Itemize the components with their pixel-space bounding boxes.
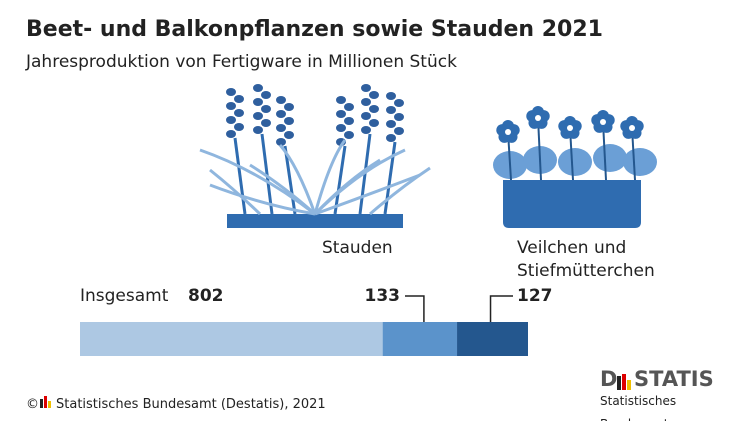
grass-leaf	[361, 112, 371, 120]
total-value: 802	[188, 286, 224, 306]
flowerbox-icon	[493, 106, 657, 228]
source: Statistisches Bundesamt (Destatis), 2021	[56, 397, 326, 412]
grass-leaf	[226, 102, 236, 110]
leader-line	[405, 295, 425, 322]
leaf	[314, 173, 421, 216]
grass-leaf	[253, 98, 263, 106]
stem	[333, 145, 347, 215]
flag-icon	[40, 396, 51, 408]
grass-leaf	[226, 116, 236, 124]
flower-center	[629, 125, 635, 131]
grass-leaf	[361, 84, 371, 92]
leaf	[249, 163, 316, 216]
grass-leaf	[253, 126, 263, 134]
grass-leaf	[276, 110, 286, 118]
leaf	[199, 148, 316, 216]
leaf	[593, 144, 627, 172]
grass-leaf	[336, 96, 346, 104]
total-label: Insgesamt	[80, 286, 169, 306]
grass-leaf	[344, 103, 354, 111]
chart-subtitle: Jahresproduktion von Fertigware in Milli…	[26, 52, 457, 72]
grass-leaf	[369, 91, 379, 99]
grass-leaf	[386, 92, 396, 100]
grass-leaf	[386, 134, 396, 142]
leaf	[558, 148, 592, 176]
leader-line	[489, 295, 513, 322]
logo-bars	[617, 374, 631, 390]
grass-leaf	[234, 95, 244, 103]
logo-text: STATIS	[634, 367, 714, 391]
chart-title: Beet- und Balkonpflanzen sowie Stauden 2…	[26, 17, 603, 42]
grass-leaf	[394, 113, 404, 121]
grass-leaf	[276, 124, 286, 132]
leaf	[313, 148, 406, 216]
stem	[383, 141, 397, 215]
value-label: 133	[364, 286, 401, 306]
grass-leaf	[386, 106, 396, 114]
stem	[537, 117, 542, 181]
flower-center	[505, 129, 511, 135]
flower-center	[567, 125, 573, 131]
bar-segment	[457, 322, 528, 356]
grass-leaf	[369, 105, 379, 113]
grass-leaf	[261, 119, 271, 127]
grass-leaf	[284, 131, 294, 139]
leaf	[313, 139, 347, 215]
grass-leaf	[361, 98, 371, 106]
logo-subtitle: Statistisches Bundesamt	[600, 394, 677, 421]
grass-leaf	[336, 124, 346, 132]
grass-leaf	[261, 105, 271, 113]
grass-leaf	[234, 109, 244, 117]
perennial-icon	[199, 84, 431, 228]
grass-leaf	[284, 117, 294, 125]
logo-d: D	[600, 367, 618, 391]
grass-leaf	[344, 131, 354, 139]
grass-leaf	[284, 103, 294, 111]
flower-center	[600, 119, 606, 125]
copyright: ©	[26, 397, 39, 412]
leaf	[209, 168, 262, 216]
grass-leaf	[253, 84, 263, 92]
leaf	[623, 148, 657, 176]
bar-segment	[382, 322, 458, 356]
grass-leaf	[261, 91, 271, 99]
flower-center	[535, 115, 541, 121]
grass-leaf	[344, 117, 354, 125]
grass-leaf	[394, 127, 404, 135]
grass-leaf	[394, 99, 404, 107]
value-label: 127	[517, 286, 553, 306]
leaf	[209, 183, 316, 216]
series-name: Stauden	[322, 238, 393, 258]
grass-leaf	[361, 126, 371, 134]
grass-leaf	[386, 120, 396, 128]
grass-leaf	[276, 96, 286, 104]
grass-leaf	[226, 130, 236, 138]
grass-leaf	[234, 123, 244, 131]
bars	[80, 295, 528, 356]
grass-leaf	[369, 119, 379, 127]
stem	[233, 137, 247, 215]
leaf	[369, 166, 431, 216]
grass-leaf	[226, 88, 236, 96]
grass-leaf	[276, 138, 286, 146]
stem	[260, 133, 274, 215]
grass-leaf	[253, 112, 263, 120]
series-name: Veilchen und Stiefmütterchen	[517, 238, 655, 281]
grass-leaf	[336, 110, 346, 118]
stem	[283, 145, 297, 215]
leaf	[278, 144, 317, 215]
